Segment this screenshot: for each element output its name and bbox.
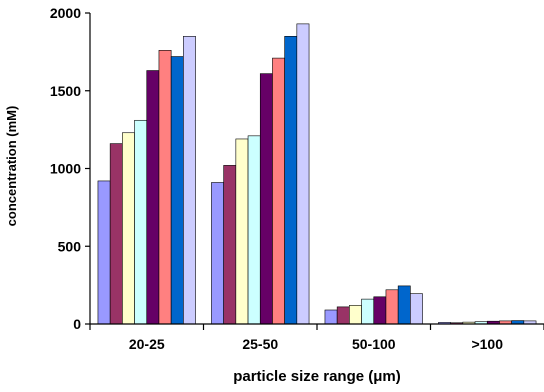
bar-50-100-series-2 [336, 306, 350, 325]
bar-50-100-series-8 [410, 293, 423, 325]
bar-25-50-series-7 [284, 36, 298, 325]
y-tick-label: 1000 [50, 161, 81, 177]
bar-25-50-series-6 [272, 57, 285, 325]
x-tick-label: 20-25 [129, 336, 165, 352]
bar-20-25-series-2 [109, 143, 123, 325]
y-axis-title: concentration (mM) [4, 106, 19, 227]
x-tick-label: 25-50 [242, 336, 278, 352]
bar-20-25-series-4 [134, 119, 148, 325]
bar-25-50-series-2 [223, 165, 237, 325]
x-tick-label: >100 [471, 336, 503, 352]
bar-25-50-series-3 [235, 138, 249, 325]
x-axis-title: particle size range (μm) [233, 368, 401, 385]
bar-20-25-series-7 [170, 56, 184, 325]
bar-50-100-series-7 [397, 285, 411, 325]
bar-20-25-series-5 [146, 70, 160, 325]
bar-50-100-series-4 [361, 298, 375, 325]
y-tick-label: 0 [73, 316, 81, 332]
bar-20-25-series-8 [183, 36, 196, 325]
bar-50-100-series-1 [324, 309, 338, 325]
y-tick-label: 1500 [50, 83, 81, 99]
y-tick-label: 2000 [50, 5, 81, 21]
bar-20-25-series-3 [122, 132, 135, 325]
bar-50-100-series-3 [349, 305, 362, 325]
bar-20-25-series-6 [158, 50, 172, 325]
bar-25-50-series-8 [296, 23, 310, 325]
bars-layer [97, 23, 537, 325]
bar-25-50-series-4 [247, 135, 261, 325]
bar-25-50-series-5 [259, 73, 273, 325]
y-tick-label: 500 [58, 238, 82, 254]
bar-20-25-series-1 [97, 180, 111, 325]
ticks-layer: 0 500 1000 1500 2000 20-25 25-50 50-100 >100 [50, 5, 544, 352]
bar-50-100-series-6 [385, 289, 399, 325]
x-tick-label: 50-100 [352, 336, 396, 352]
bar-50-100-series-5 [373, 296, 387, 325]
bar-25-50-series-1 [211, 182, 224, 325]
